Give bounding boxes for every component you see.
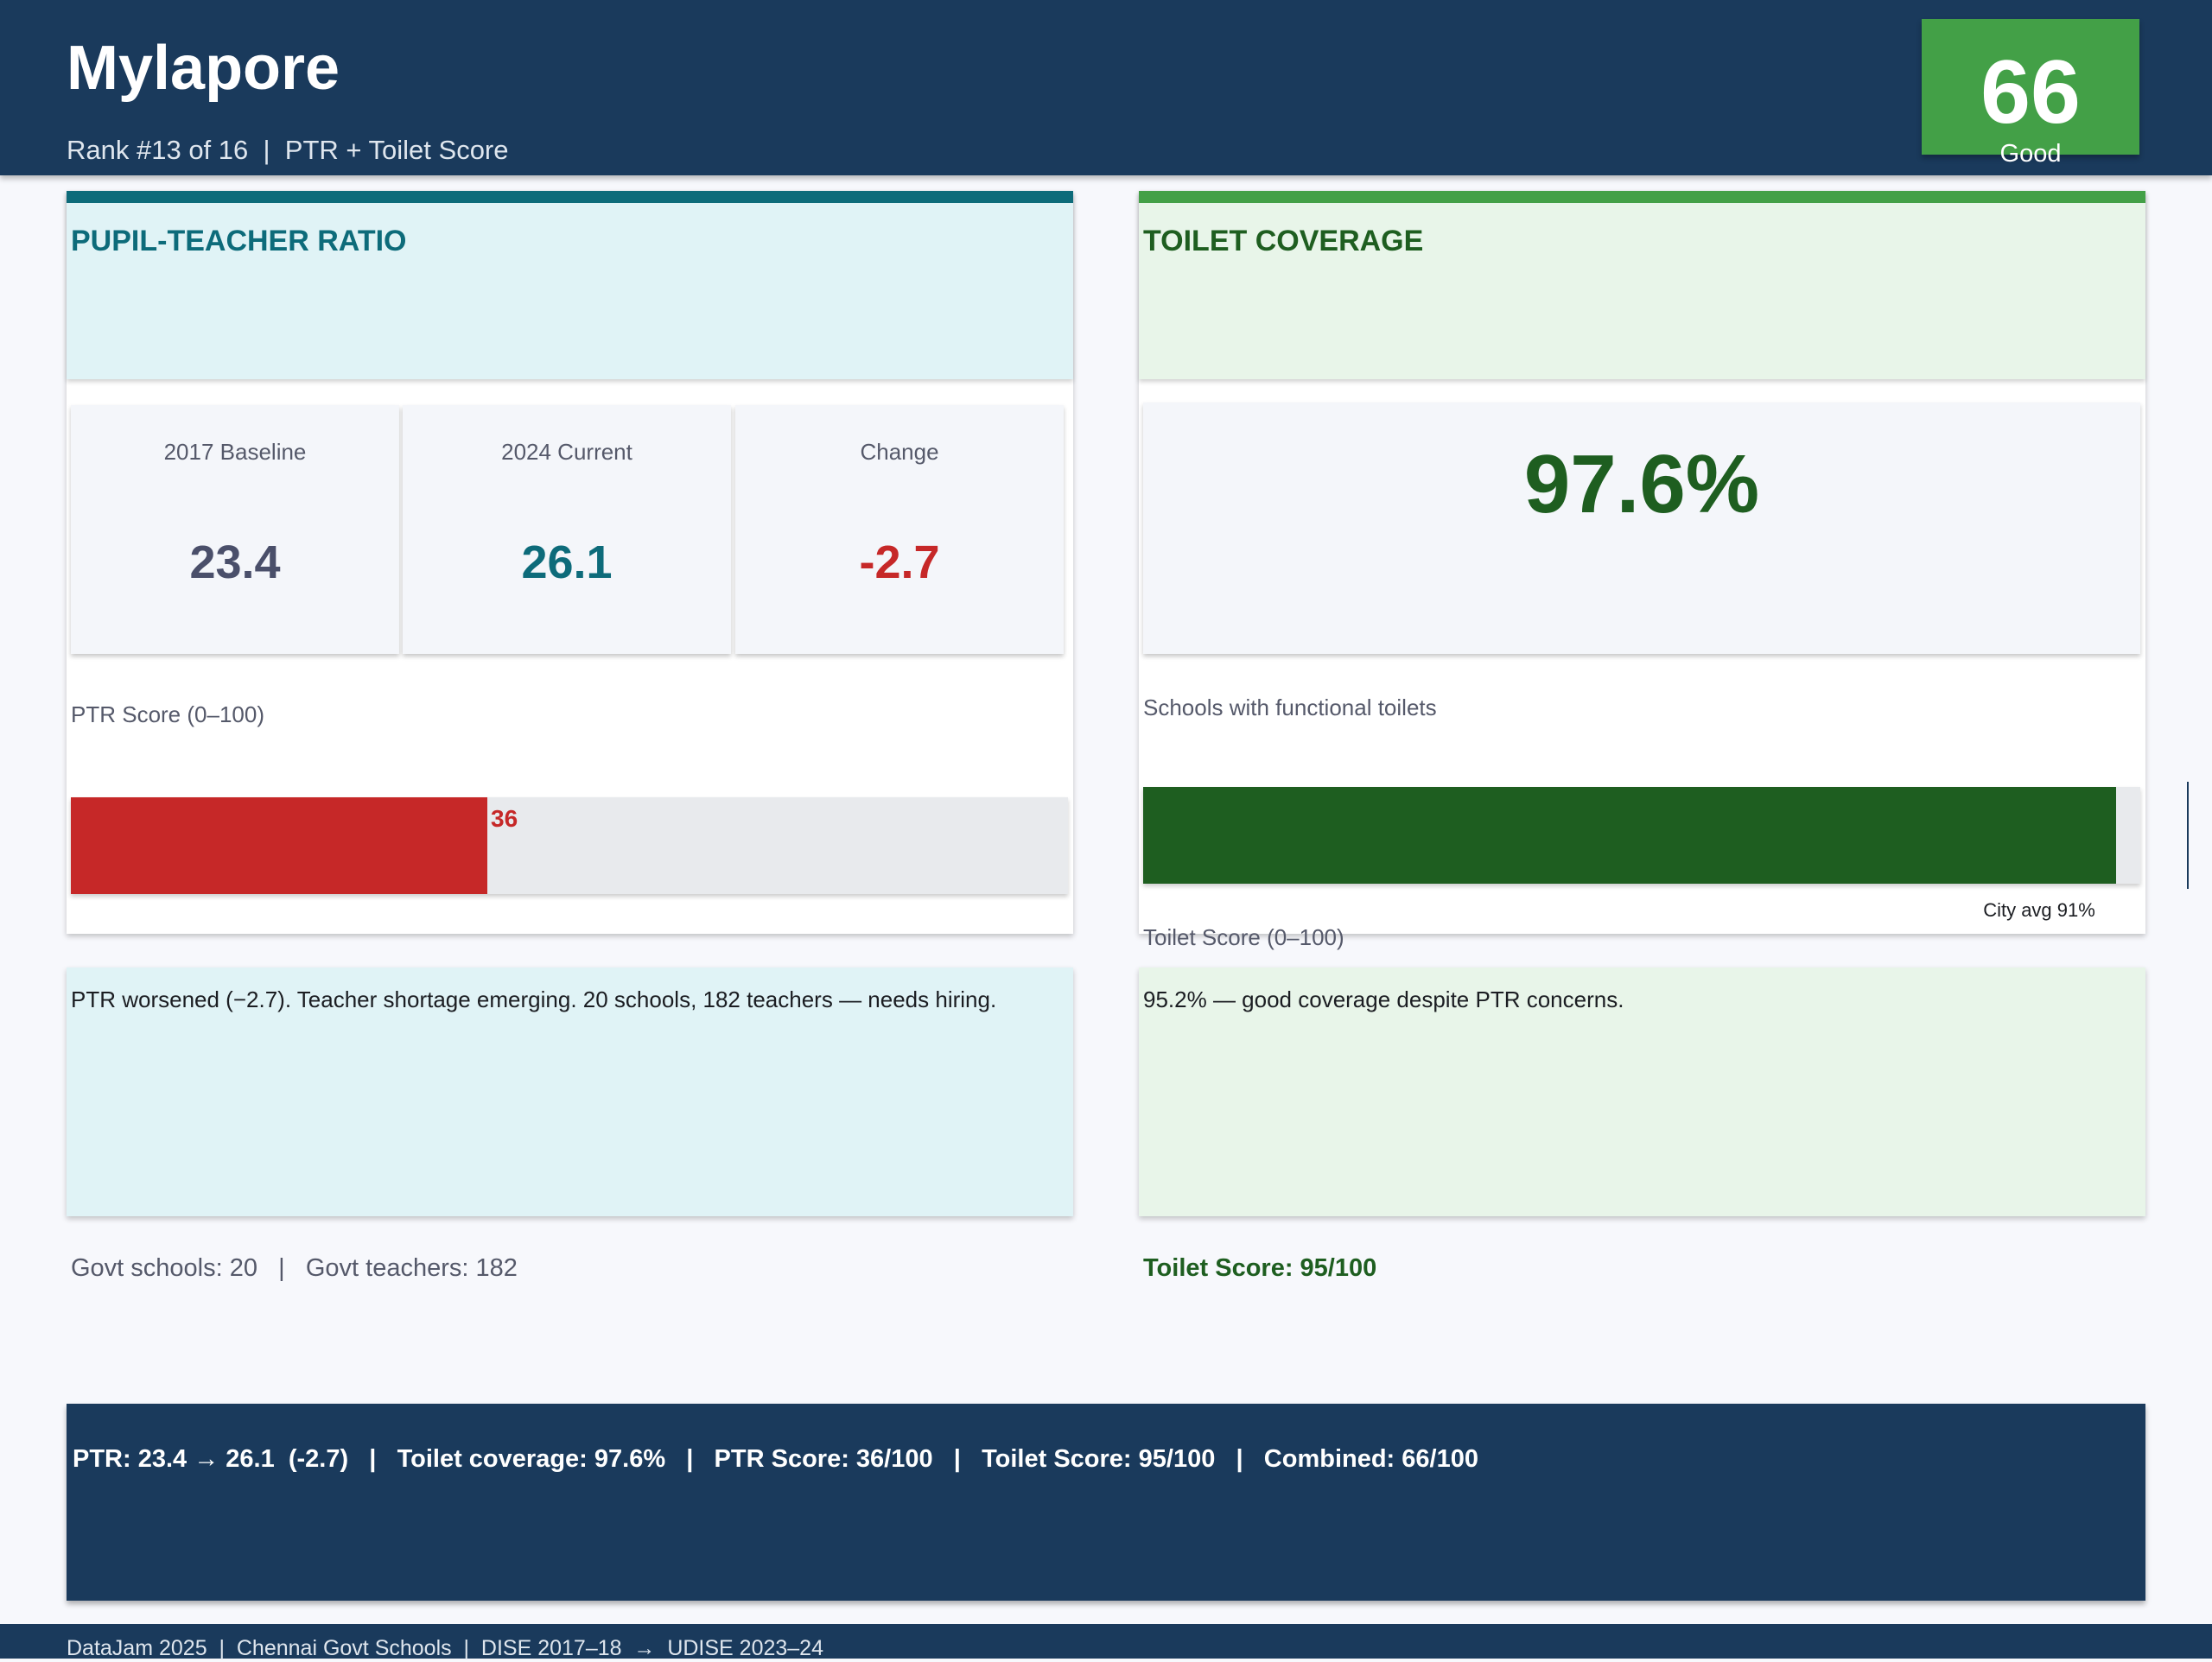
ptr-score-fill [71, 797, 487, 894]
toilet-score-label: Toilet Score (0–100) [1143, 924, 1344, 950]
combined-score-badge: 66 Good [1922, 19, 2139, 168]
toilet-coverage-label: Schools with functional toilets [1143, 695, 1437, 720]
ptr-school-info: Govt schools: 20 | Govt teachers: 182 [71, 1254, 518, 1282]
ptr-current-value: 26.1 [521, 536, 613, 588]
toilet-section-title: TOILET COVERAGE [1143, 225, 1424, 257]
header-bar [0, 0, 2212, 175]
combined-score-label: Good [1999, 140, 2062, 168]
toilet-note-text: 95.2% — good coverage despite PTR concer… [1143, 986, 1624, 1012]
ptr-accent-strip [67, 191, 1073, 203]
summary-bar: PTR: 23.4 → 26.1 (-2.7) | Toilet coverag… [67, 1404, 2145, 1601]
ptr-change-value: -2.7 [859, 536, 940, 588]
ptr-current-label: 2024 Current [501, 439, 632, 465]
combined-score-value: 66 [1980, 42, 2081, 143]
ptr-score-label: PTR Score (0–100) [71, 701, 264, 727]
district-title: Mylapore [67, 34, 340, 103]
city-average-label: City avg 91% [1983, 899, 2095, 921]
ptr-change-card: Change -2.7 [735, 405, 1064, 654]
ptr-score-track: 36 [71, 797, 1068, 894]
ptr-note-text: PTR worsened (−2.7). Teacher shortage em… [71, 986, 997, 1012]
ptr-baseline-label: 2017 Baseline [163, 439, 307, 465]
toilet-panel-header [1139, 191, 2145, 379]
toilet-accent-strip [1139, 191, 2145, 203]
ptr-baseline-card: 2017 Baseline 23.4 [71, 405, 399, 654]
credits-text: DataJam 2025 | Chennai Govt Schools | DI… [67, 1636, 823, 1660]
ptr-section-title: PUPIL-TEACHER RATIO [71, 225, 407, 257]
toilet-coverage-value: 97.6% [1523, 438, 1760, 530]
city-average-marker [2187, 782, 2189, 889]
ptr-note-box: PTR worsened (−2.7). Teacher shortage em… [67, 967, 1073, 1216]
toilet-score-info: Toilet Score: 95/100 [1143, 1254, 1377, 1282]
ptr-panel-header [67, 191, 1073, 379]
toilet-coverage-track [1143, 782, 2189, 889]
ptr-baseline-value: 23.4 [189, 536, 281, 588]
toilet-note-box: 95.2% — good coverage despite PTR concer… [1139, 967, 2145, 1216]
toilet-coverage-card: 97.6% [1143, 403, 2140, 654]
summary-text: PTR: 23.4 → 26.1 (-2.7) | Toilet coverag… [73, 1445, 1478, 1473]
credits-bar: DataJam 2025 | Chennai Govt Schools | DI… [0, 1624, 2212, 1660]
toilet-coverage-fill [1143, 787, 2116, 884]
ptr-change-label: Change [860, 439, 939, 465]
ptr-score-value: 36 [491, 805, 518, 832]
ptr-current-card: 2024 Current 26.1 [403, 405, 731, 654]
rank-subtitle: Rank #13 of 16 | PTR + Toilet Score [67, 135, 509, 165]
